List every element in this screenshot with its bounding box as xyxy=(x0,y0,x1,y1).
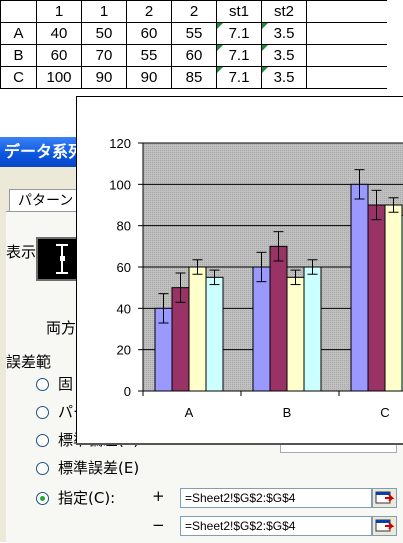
bar xyxy=(385,205,402,391)
cell-text: 7.1 xyxy=(229,47,250,64)
cell[interactable]: 90 xyxy=(82,67,127,89)
cell[interactable]: 7.1 xyxy=(217,23,262,45)
cell[interactable]: st2 xyxy=(262,1,307,23)
cell[interactable]: 7.1 xyxy=(217,45,262,67)
header-row: 1 1 2 2 st1 st2 xyxy=(1,1,388,23)
tab-pattern[interactable]: パターン xyxy=(9,189,79,211)
y-tick-label: 40 xyxy=(117,301,131,316)
cell-text: 3.5 xyxy=(274,69,295,86)
cell[interactable]: 7.1 xyxy=(217,67,262,89)
cell[interactable]: st1 xyxy=(217,1,262,23)
cell-text: 3.5 xyxy=(274,47,295,64)
cell[interactable]: 85 xyxy=(172,67,217,89)
cell-text: 3.5 xyxy=(274,25,295,42)
bar xyxy=(304,267,321,391)
cell-text: 7.1 xyxy=(229,25,250,42)
cell[interactable]: 1 xyxy=(37,1,82,23)
table-row: B 60 70 55 60 7.1 3.5 xyxy=(1,45,388,67)
range-select-icon xyxy=(373,489,396,507)
error-indicator-icon xyxy=(217,23,223,29)
range-select-icon xyxy=(373,517,396,535)
cell[interactable]: 50 xyxy=(82,23,127,45)
error-indicator-icon xyxy=(262,45,268,51)
error-indicator-icon xyxy=(217,45,223,51)
cell[interactable]: 3.5 xyxy=(262,23,307,45)
y-tick-label: 80 xyxy=(117,219,131,234)
cell[interactable]: 60 xyxy=(172,45,217,67)
x-tick-label: A xyxy=(185,405,194,420)
cell-empty[interactable] xyxy=(307,45,388,67)
cell[interactable]: 60 xyxy=(127,23,172,45)
preview-caption: 両方 xyxy=(46,317,76,338)
y-tick-label: 0 xyxy=(124,384,131,399)
x-tick-label: B xyxy=(283,405,292,420)
plus-label: + xyxy=(152,487,165,505)
y-tick-label: 60 xyxy=(117,260,131,275)
radio-stddev[interactable] xyxy=(36,434,49,447)
cell[interactable]: 100 xyxy=(37,67,82,89)
cell[interactable]: 3.5 xyxy=(262,45,307,67)
minus-range-collapse-button[interactable] xyxy=(372,516,397,536)
bar xyxy=(351,184,368,391)
radio-fixed-label: 固 xyxy=(58,373,73,394)
error-indicator-icon xyxy=(217,67,223,73)
cell[interactable]: A xyxy=(1,23,37,45)
radio-stderr-label: 標準誤差(E) xyxy=(58,457,139,478)
cell[interactable]: 1 xyxy=(82,1,127,23)
error-indicator-icon xyxy=(262,23,268,29)
cell-empty[interactable] xyxy=(307,23,388,45)
radio-custom[interactable] xyxy=(36,492,49,505)
radio-custom-label: 指定(C): xyxy=(58,487,115,508)
cell[interactable] xyxy=(1,1,37,23)
cell-text: 7.1 xyxy=(229,69,250,86)
cell[interactable]: 2 xyxy=(172,1,217,23)
radio-stderr[interactable] xyxy=(36,462,49,475)
table-row: C 100 90 90 85 7.1 3.5 xyxy=(1,67,388,89)
bar xyxy=(172,288,189,391)
plus-range-input[interactable]: =Sheet2!$G$2:$G$4 xyxy=(180,488,372,508)
radio-percent[interactable] xyxy=(36,406,49,419)
x-tick-label: C xyxy=(380,405,389,420)
minus-label: − xyxy=(152,516,165,534)
error-group-label: 誤差範 xyxy=(6,351,51,372)
cell[interactable]: 40 xyxy=(37,23,82,45)
bar xyxy=(368,205,385,391)
y-tick-label: 100 xyxy=(109,177,131,192)
cell[interactable]: 90 xyxy=(127,67,172,89)
cell[interactable]: 3.5 xyxy=(262,67,307,89)
plus-range-collapse-button[interactable] xyxy=(372,488,397,508)
cell[interactable]: 70 xyxy=(82,45,127,67)
cell[interactable]: 55 xyxy=(172,23,217,45)
bar xyxy=(189,267,206,391)
error-indicator-icon xyxy=(262,67,268,73)
table-row: A 40 50 60 55 7.1 3.5 xyxy=(1,23,388,45)
bar-chart: 0 20 40 60 80 100 120 A B C xyxy=(76,96,403,445)
bar xyxy=(206,277,223,391)
cell-empty[interactable] xyxy=(307,67,388,89)
radio-fixed[interactable] xyxy=(36,378,49,391)
cell-empty[interactable] xyxy=(307,1,388,23)
cell[interactable]: 55 xyxy=(127,45,172,67)
minus-range-input[interactable]: =Sheet2!$G$2:$G$4 xyxy=(180,516,372,536)
bar xyxy=(287,277,304,391)
cell[interactable]: 2 xyxy=(127,1,172,23)
bar xyxy=(253,267,270,391)
chart-area[interactable]: 0 20 40 60 80 100 120 A B C xyxy=(76,96,403,445)
bar xyxy=(270,246,287,391)
cell[interactable]: B xyxy=(1,45,37,67)
cell[interactable]: C xyxy=(1,67,37,89)
data-table: 1 1 2 2 st1 st2 A 40 50 60 55 7.1 3.5 B … xyxy=(0,0,387,89)
y-tick-label: 20 xyxy=(117,343,131,358)
y-tick-label: 120 xyxy=(109,136,131,151)
spreadsheet: 1 1 2 2 st1 st2 A 40 50 60 55 7.1 3.5 B … xyxy=(0,0,403,96)
cell[interactable]: 60 xyxy=(37,45,82,67)
